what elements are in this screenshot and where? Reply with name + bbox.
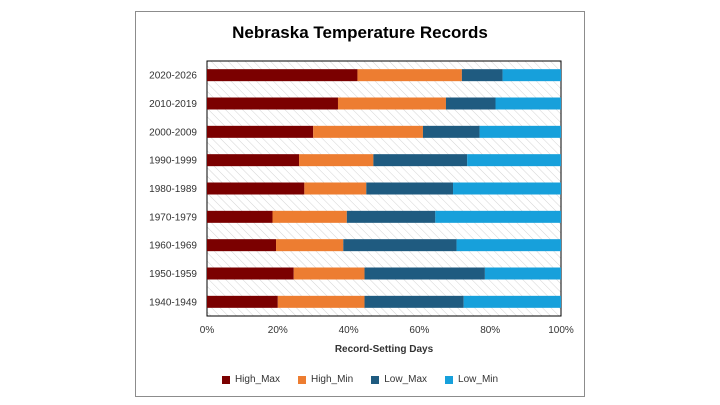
legend-label: Low_Min [458, 374, 499, 385]
bar-low-max-2000-2009 [422, 125, 480, 138]
bar-low-max-1950-1959 [364, 267, 485, 280]
bars-layer [207, 69, 561, 308]
category-label: 1940-1949 [149, 297, 197, 308]
category-label: 2010-2019 [149, 99, 197, 110]
bar-high-min-2010-2019 [337, 97, 446, 110]
chart-title: Nebraska Temperature Records [232, 23, 488, 42]
legend-label: Low_Max [384, 374, 428, 385]
x-tick-label: 20% [268, 325, 288, 336]
bar-high-min-1940-1949 [277, 295, 365, 308]
category-label: 1990-1999 [149, 156, 197, 167]
category-label: 1950-1959 [149, 269, 197, 280]
bar-low-min-1980-1989 [453, 182, 561, 195]
bar-low-min-1940-1949 [463, 295, 561, 308]
x-tick-label: 60% [409, 325, 429, 336]
bar-high-min-1960-1969 [276, 239, 344, 252]
bar-low-max-2010-2019 [445, 97, 496, 110]
bar-high-max-1990-1999 [207, 154, 300, 167]
bar-high-min-1970-1979 [272, 210, 347, 223]
legend-item-high-min: High_Min [297, 374, 354, 385]
bar-low-min-1970-1979 [435, 210, 561, 223]
x-tick-label: 40% [339, 325, 359, 336]
chart-plot: 2020-2026 2010-2019 2000-2009 1990-1999 1980… [149, 60, 574, 355]
bar-high-max-1970-1979 [207, 210, 273, 223]
x-tick-label: 80% [480, 325, 500, 336]
bar-high-max-2020-2026 [207, 69, 358, 82]
bar-low-min-2010-2019 [495, 97, 561, 110]
bar-high-min-2000-2009 [313, 125, 423, 138]
bar-low-max-1940-1949 [364, 295, 464, 308]
bar-high-min-1980-1989 [304, 182, 367, 195]
bar-low-min-1990-1999 [467, 154, 561, 167]
legend-swatch [221, 375, 230, 384]
legend-label: High_Min [310, 374, 354, 385]
bar-high-max-2000-2009 [207, 125, 314, 138]
bar-high-max-1940-1949 [207, 295, 278, 308]
bar-low-max-2020-2026 [461, 69, 503, 82]
legend-swatch [445, 375, 454, 384]
legend: High_Max High_Min Low_Max Low_Min [136, 374, 584, 385]
bar-high-max-1950-1959 [207, 267, 294, 280]
bar-low-max-1990-1999 [373, 154, 468, 167]
legend-item-high-max: High_Max [221, 374, 280, 385]
bar-high-min-2020-2026 [357, 69, 462, 82]
category-label: 1970-1979 [149, 212, 197, 223]
legend-item-low-min: Low_Min [445, 374, 498, 385]
legend-label: High_Max [234, 374, 280, 385]
bar-low-min-2000-2009 [479, 125, 561, 138]
category-label: 2000-2009 [149, 127, 197, 138]
bar-low-max-1980-1989 [366, 182, 454, 195]
bar-high-min-1950-1959 [293, 267, 365, 280]
x-tick-label: 100% [548, 325, 574, 336]
category-label: 2020-2026 [149, 71, 197, 82]
bar-high-max-1960-1969 [207, 239, 277, 252]
legend-swatch [297, 375, 306, 384]
legend-item-low-max: Low_Max [371, 374, 427, 385]
bar-high-min-1990-1999 [299, 154, 374, 167]
category-label: 1980-1989 [149, 184, 197, 195]
x-tick-label: 0% [200, 325, 215, 336]
x-tick-labels: 0% 20% 40% 60% 80% 100% [200, 325, 574, 336]
bar-low-max-1960-1969 [343, 239, 457, 252]
chart-frame: Nebraska Temperature Records 2020-2026 20… [135, 11, 585, 397]
legend-swatch [371, 375, 380, 384]
bar-high-max-2010-2019 [207, 97, 338, 110]
x-axis-title: Record-Setting Days [335, 344, 434, 355]
bar-low-min-1950-1959 [484, 267, 561, 280]
bar-high-max-1980-1989 [207, 182, 305, 195]
category-label: 1960-1969 [149, 241, 197, 252]
bar-low-max-1970-1979 [346, 210, 436, 223]
bar-low-min-2020-2026 [502, 69, 561, 82]
bar-low-min-1960-1969 [456, 239, 561, 252]
category-labels: 2020-2026 2010-2019 2000-2009 1990-1999 1980… [149, 71, 197, 309]
